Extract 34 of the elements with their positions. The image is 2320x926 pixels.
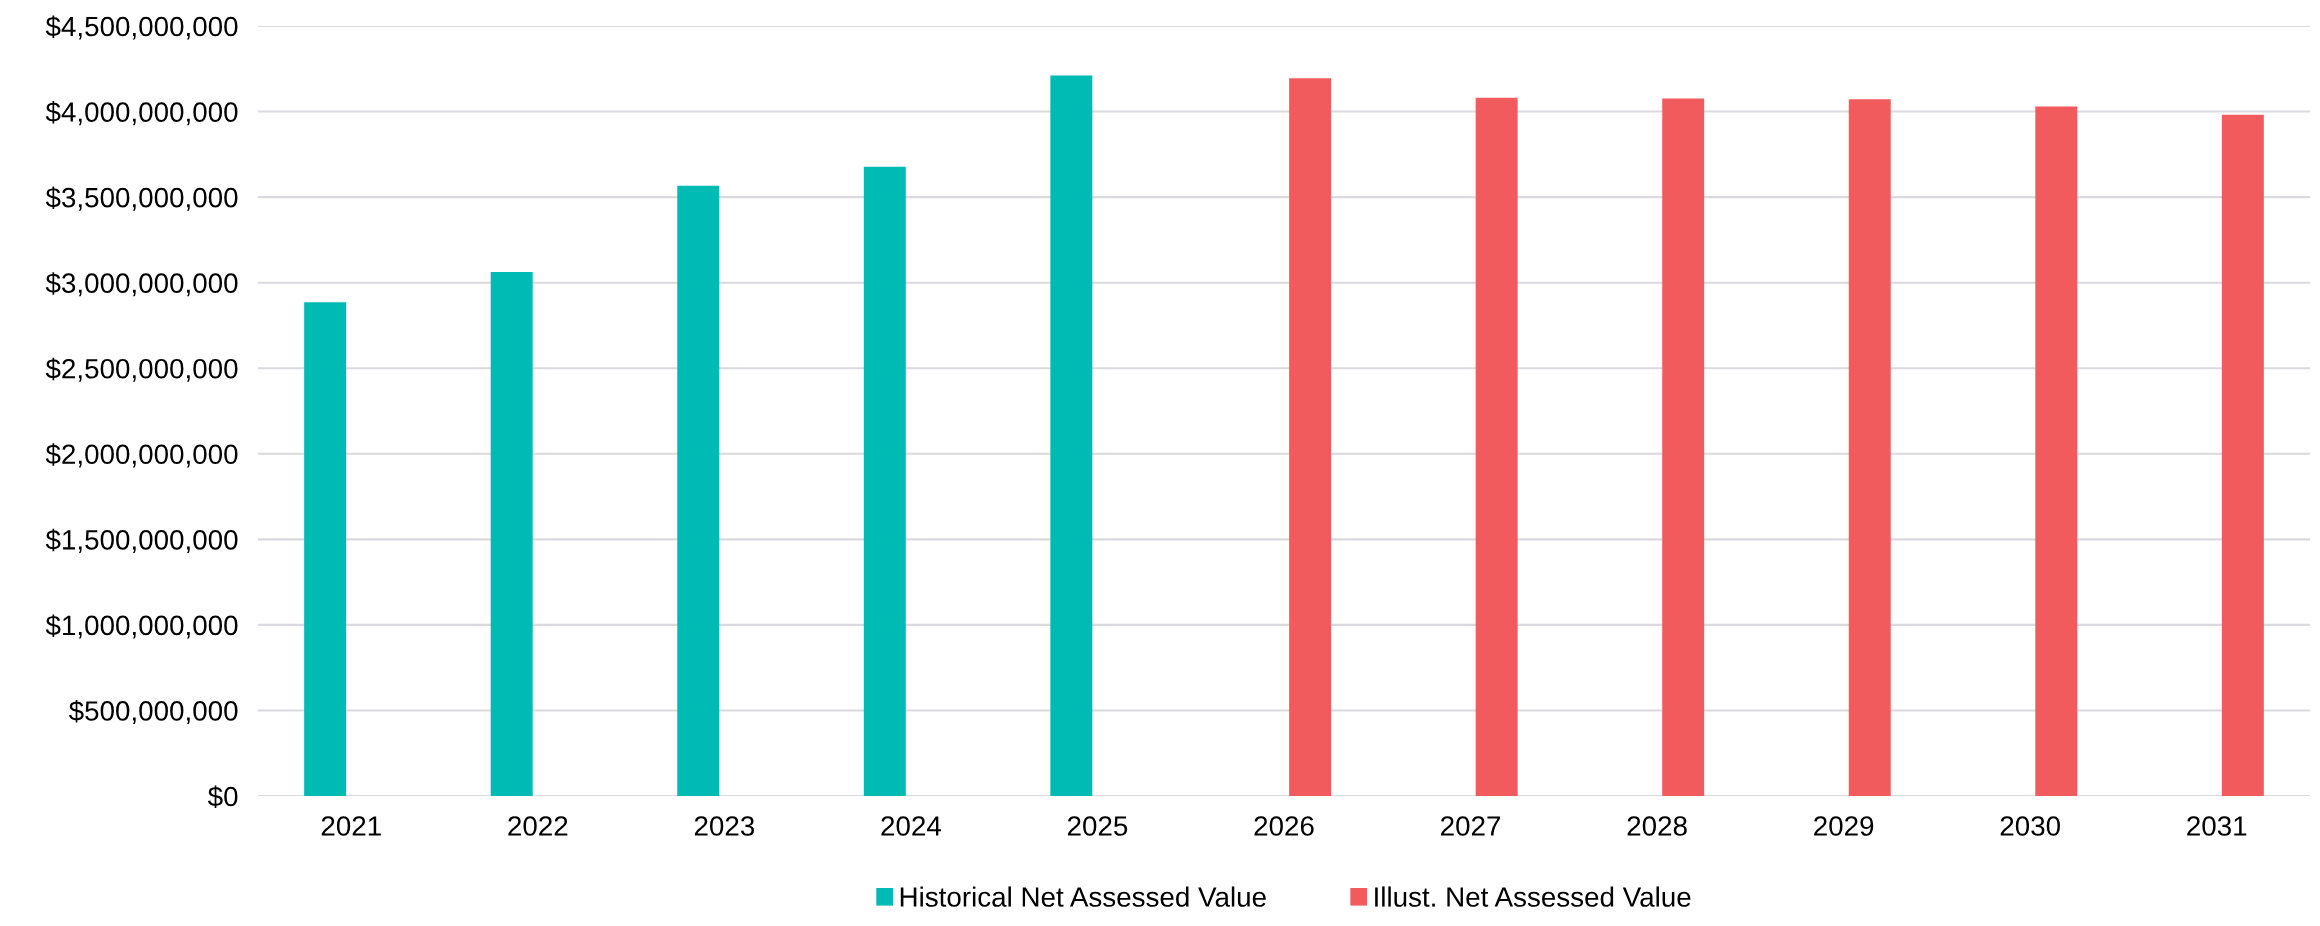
x-tick-label: 2022 <box>508 816 568 836</box>
legend-label: Illust. Net Assessed Value <box>1375 886 1691 907</box>
x-tick-label: 2027 <box>1441 816 1501 836</box>
bar <box>863 166 906 796</box>
bar <box>1662 98 1705 796</box>
y-tick-label: $500,000,000 <box>68 699 238 725</box>
bar <box>2035 106 2078 796</box>
x-tick-label: 2024 <box>881 816 941 836</box>
x-tick-label: 2025 <box>1067 816 1128 836</box>
x-tick-label: 2029 <box>1814 816 1874 836</box>
bar <box>2221 114 2264 796</box>
bar <box>490 271 533 796</box>
y-tick-label: $4,500,000,000 <box>45 15 238 40</box>
bar <box>1848 99 1891 796</box>
bar <box>1289 78 1332 796</box>
bar <box>677 185 720 796</box>
y-tick-label: $2,500,000,000 <box>45 357 238 382</box>
bar <box>304 302 347 796</box>
bar <box>1050 75 1093 796</box>
y-tick-label: $1,000,000,000 <box>45 614 238 639</box>
x-tick-label: 2026 <box>1254 816 1314 836</box>
y-tick-label: $2,000,000,000 <box>45 443 238 468</box>
y-tick-label: $1,500,000,000 <box>45 528 238 553</box>
x-tick-label: 2023 <box>694 816 755 836</box>
y-tick-label: $4,000,000,000 <box>45 101 238 126</box>
x-tick-label: 2030 <box>2000 816 2060 836</box>
x-tick-label: 2031 <box>2187 816 2247 836</box>
y-tick-label: $3,500,000,000 <box>45 186 238 211</box>
y-tick-label: $0 <box>207 785 238 808</box>
bar <box>1475 97 1518 796</box>
x-tick-label: 2028 <box>1627 816 1687 836</box>
y-tick-label: $3,000,000,000 <box>45 272 238 297</box>
legend-label: Historical Net Assessed Value <box>900 886 1266 907</box>
x-tick-label: 2021 <box>321 816 381 836</box>
